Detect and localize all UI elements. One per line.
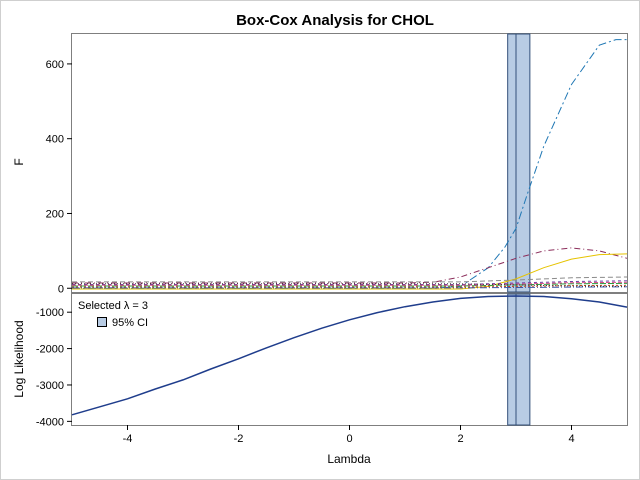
f-y-axis-label: F	[12, 158, 26, 165]
ci-band-bottom	[507, 293, 531, 426]
series-line-0-7	[72, 286, 628, 289]
x-tick-label: 0	[346, 433, 352, 445]
series-line-1-0	[71, 295, 628, 416]
legend-ci-label: 95% CI	[112, 317, 148, 329]
f-panel-frame	[71, 33, 628, 293]
ci-band-rect	[507, 33, 531, 293]
series-line-0-9	[72, 283, 628, 287]
ci-band-top	[507, 33, 531, 293]
legend: Selected λ = 3 95% CI	[78, 300, 148, 329]
loglik-panel-frame	[71, 293, 628, 426]
series-line-0-1	[72, 247, 628, 284]
x-axis-ticks: -4 -2 0 2 4	[123, 425, 575, 445]
x-tick-label: 2	[457, 433, 463, 445]
series-line-0-4	[72, 280, 628, 285]
y-tick-label: -1000	[36, 307, 64, 319]
x-tick-label: -2	[234, 433, 244, 445]
x-tick-label: -4	[123, 433, 133, 445]
y-tick-label: 200	[46, 208, 64, 220]
x-tick-label: 4	[568, 433, 574, 445]
loglik-y-ticks: -4000 -3000 -2000 -1000	[36, 307, 72, 428]
series-line-0-3	[72, 276, 628, 283]
y-tick-label: -2000	[36, 344, 64, 356]
y-tick-label: 600	[46, 59, 64, 71]
y-tick-label: 400	[46, 134, 64, 146]
loglik-y-axis-label: Log Likelihood	[12, 320, 26, 397]
f-y-ticks: 0 200 400 600	[46, 59, 72, 295]
series-line-0-6	[72, 284, 628, 288]
y-tick-label: -3000	[36, 380, 64, 392]
ci-band-rect	[507, 293, 531, 426]
legend-ci-swatch	[97, 317, 107, 327]
chart-title: Box-Cox Analysis for CHOL	[236, 12, 434, 29]
loglik-series-group	[71, 295, 628, 416]
x-axis-label: Lambda	[327, 452, 371, 466]
series-line-0-2	[72, 253, 628, 290]
y-tick-label: -4000	[36, 416, 64, 428]
series-line-0-0	[72, 39, 627, 289]
legend-selected-lambda: Selected λ = 3	[78, 300, 148, 312]
y-tick-label: 0	[58, 283, 64, 295]
series-line-0-8	[72, 281, 628, 286]
f-series-group	[72, 39, 628, 290]
